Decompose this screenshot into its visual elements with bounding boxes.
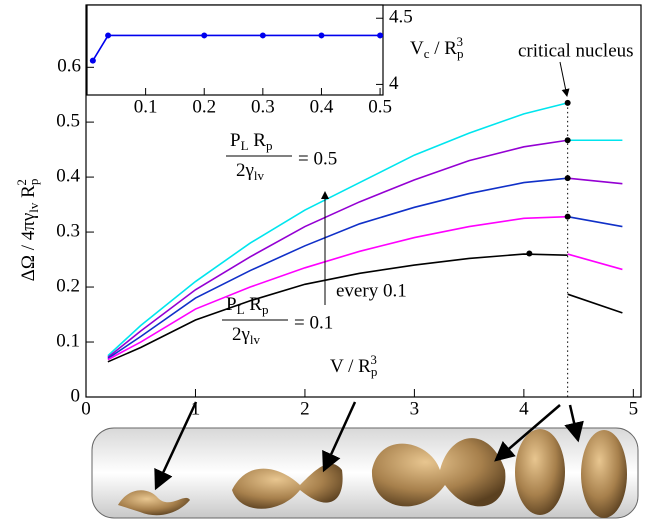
tube-illustration xyxy=(92,402,638,518)
y2-tick-label: 4 xyxy=(389,73,399,94)
formula-value: = 0.1 xyxy=(294,312,333,333)
droplet xyxy=(581,430,627,518)
figure: 01234500.10.20.30.40.5 0.10.20.30.40.50.… xyxy=(0,0,652,523)
point xyxy=(260,32,266,38)
x-tick-label: 5 xyxy=(629,398,639,419)
x-axis-label: V / Rp3 xyxy=(330,352,377,379)
y-tick-label: 0.1 xyxy=(56,330,80,351)
formula: PL Rp 2γlv = 0.1 xyxy=(222,294,333,347)
y-tick-label: 0 xyxy=(71,385,81,406)
line xyxy=(568,217,623,227)
y-tick-label: 0.6 xyxy=(57,56,81,77)
line xyxy=(108,103,568,356)
x-tick-label: 2 xyxy=(300,398,310,419)
annotation: critical nucleus xyxy=(518,40,634,61)
point xyxy=(565,175,571,181)
x-tick-label: 4 xyxy=(519,398,529,419)
point xyxy=(565,100,571,106)
point xyxy=(565,137,571,143)
y2-tick-label: 4.5 xyxy=(389,7,413,28)
x-tick-label: 0.2 xyxy=(192,96,216,117)
point xyxy=(201,32,207,38)
x-tick-label: 0.5 xyxy=(368,96,392,117)
inset-frame xyxy=(87,5,383,95)
point xyxy=(565,214,571,220)
line xyxy=(568,294,623,313)
line xyxy=(108,140,568,357)
line xyxy=(108,254,568,362)
point xyxy=(105,32,111,38)
y-tick-label: 0.4 xyxy=(56,165,80,186)
x-tick-label: 0.4 xyxy=(310,96,334,117)
formula-numerator: PL Rp xyxy=(230,130,272,153)
line xyxy=(568,254,623,269)
x-tick-label: 3 xyxy=(410,398,420,419)
inset-plot: 0.1 0.2 0.3 0.4 0.5 0.6 4 4.5 xyxy=(57,5,413,117)
line xyxy=(568,178,623,183)
inset-y2-label: Vc / Rp3 xyxy=(410,34,463,61)
point xyxy=(318,32,324,38)
point xyxy=(377,32,383,38)
formula-value: = 0.5 xyxy=(298,148,337,169)
annotation: every 0.1 xyxy=(336,280,407,301)
formula-denominator: 2γlv xyxy=(236,160,265,183)
y-tick-label: 0.3 xyxy=(56,220,80,241)
line xyxy=(108,178,568,358)
x-tick-label: 0.1 xyxy=(134,96,158,117)
y-axis-label: ΔΩ / 4πγlv Rp2 xyxy=(14,179,41,282)
y-tick-label: 0.5 xyxy=(56,110,80,131)
annotation-arrow xyxy=(560,62,567,96)
x-tick-label: 0 xyxy=(81,398,91,419)
y-tick-label: 0.2 xyxy=(56,275,80,296)
x-tick-label: 0.3 xyxy=(251,96,275,117)
formula-denominator: 2γlv xyxy=(232,324,261,347)
point xyxy=(526,251,532,257)
point xyxy=(90,58,96,64)
formula: PL Rp 2γlv = 0.5 xyxy=(226,130,337,183)
droplet xyxy=(515,429,565,515)
